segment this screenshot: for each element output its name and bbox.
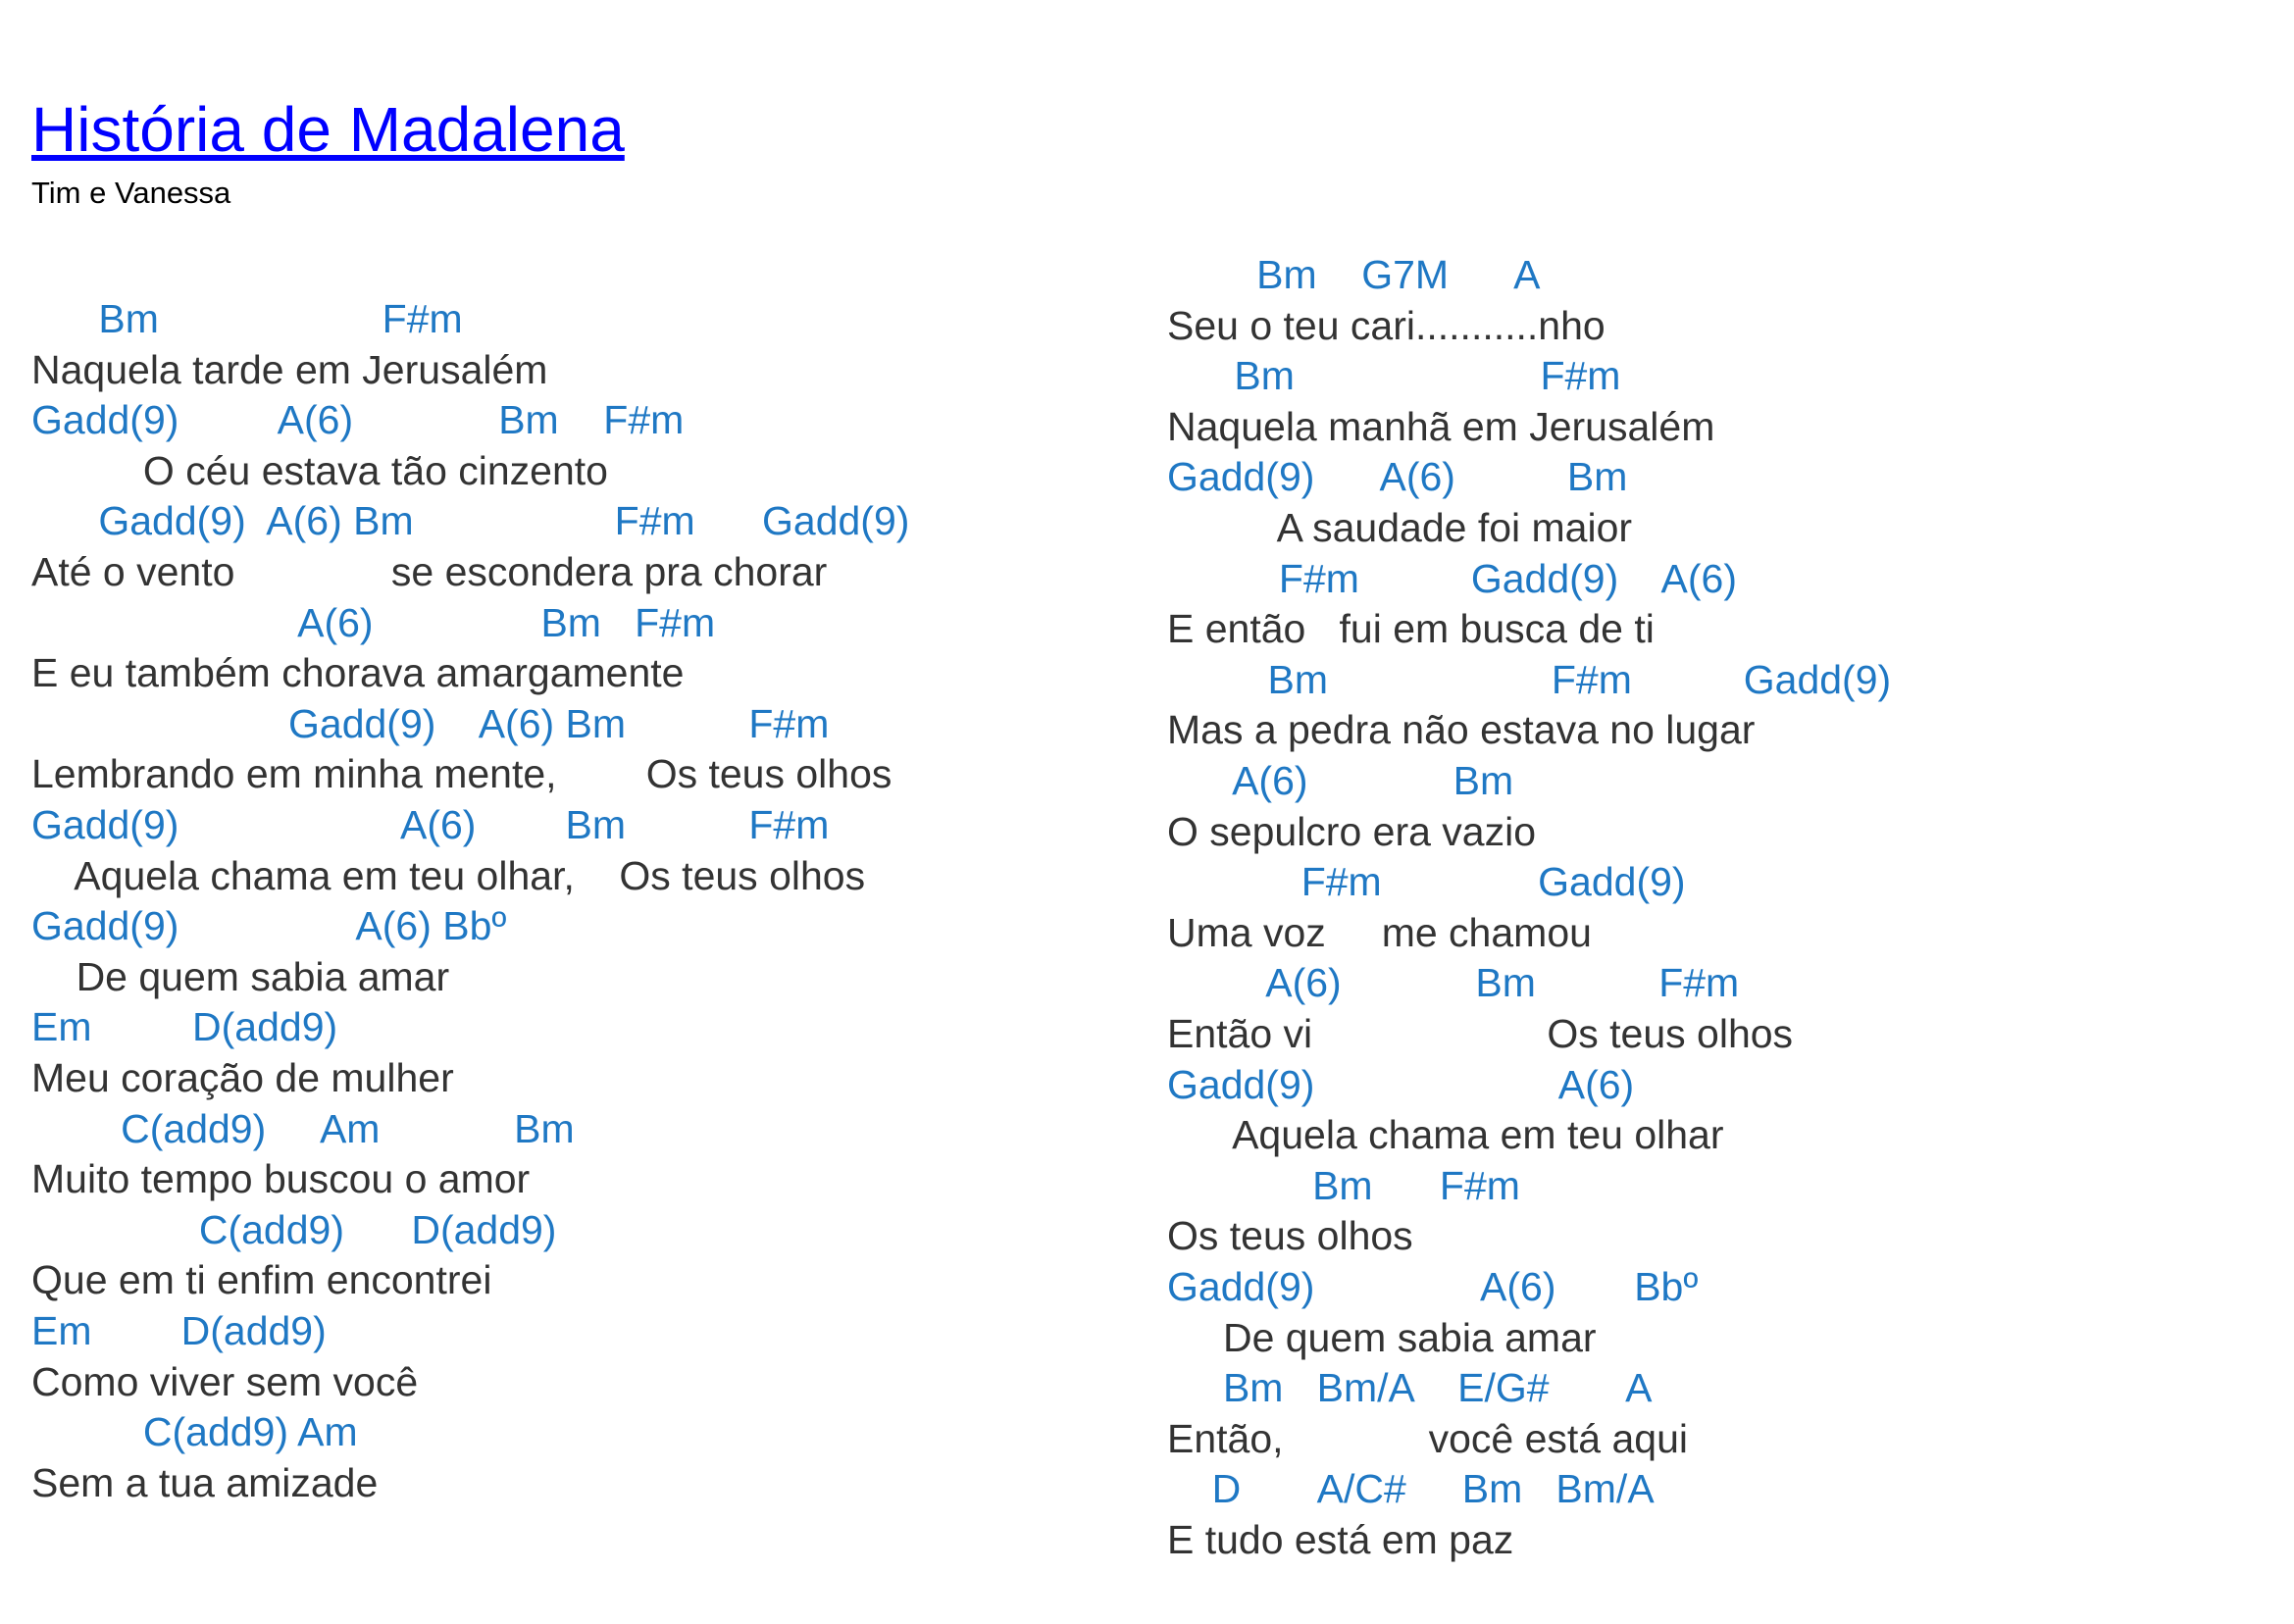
lyric-line: Muito tempo buscou o amor: [31, 1156, 531, 1202]
lyric-line: Meu coração de mulher: [31, 1055, 454, 1100]
chord-line: C(add9) D(add9): [31, 1206, 557, 1252]
lyric-line: Lembrando em minha mente, Os teus olhos: [31, 751, 892, 797]
lyric-line: E então fui em busca de ti: [1167, 606, 1655, 652]
lyric-line: E eu também chorava amargamente: [31, 650, 685, 696]
lyric-line: Os teus olhos: [1167, 1213, 1413, 1259]
lyric-line: Seu o teu cari...........nho: [1167, 302, 1606, 348]
artist-name: Tim e Vanessa: [31, 176, 231, 210]
chord-line: Gadd(9) A(6) Bm F#m: [31, 397, 685, 443]
chord-line: F#m Gadd(9) A(6): [1167, 555, 1737, 601]
chord-line: Gadd(9) A(6) Bm F#m: [31, 802, 830, 847]
chord-line: Gadd(9) A(6) Bm F#m: [31, 700, 830, 746]
song-title[interactable]: História de Madalena: [31, 94, 625, 165]
chord-line: Gadd(9) A(6) Bm F#m Gadd(9): [31, 498, 910, 544]
chord-line: D A/C# Bm Bm/A: [1167, 1466, 1655, 1512]
chord-line: A(6) Bm F#m: [31, 599, 716, 645]
lyric-line: O céu estava tão cinzento: [31, 447, 608, 493]
lyric-line: Naquela manhã em Jerusalém: [1167, 403, 1715, 449]
chord-line: A(6) Bm F#m: [1167, 960, 1740, 1006]
chord-line: A(6) Bm: [1167, 758, 1514, 803]
lyric-line: De quem sabia amar: [1167, 1314, 1597, 1360]
chord-line: Em D(add9): [31, 1308, 327, 1353]
lyric-line: Aquela chama em teu olhar: [1167, 1112, 1724, 1158]
chord-line: Bm F#m Gadd(9): [1167, 656, 1892, 702]
lyric-line: Até o vento se escondera pra chorar: [31, 549, 828, 594]
chord-line: Gadd(9) A(6) Bbº: [1167, 1264, 1699, 1309]
lyric-line: Como viver sem você: [31, 1358, 419, 1404]
chord-line: Gadd(9) A(6): [1167, 1061, 1635, 1107]
chord-line: Gadd(9) A(6) Bm: [1167, 454, 1628, 500]
chord-line: Gadd(9) A(6) Bbº: [31, 903, 507, 949]
chord-line: Bm G7M A: [1167, 252, 1541, 297]
lyric-line: E tudo está em paz: [1167, 1517, 1514, 1562]
lyric-line: O sepulcro era vazio: [1167, 808, 1537, 854]
chord-line: Bm F#m: [1167, 1162, 1520, 1208]
chord-line: Bm F#m: [31, 296, 463, 341]
lyric-line: Sem a tua amizade: [31, 1459, 379, 1505]
chord-line: C(add9) Am Bm: [31, 1105, 575, 1151]
lyric-line: Naquela tarde em Jerusalém: [31, 346, 548, 392]
lyric-line: Que em ti enfim encontrei: [31, 1257, 492, 1303]
chord-line: Bm F#m: [1167, 353, 1621, 399]
lyric-line: Aquela chama em teu olhar, Os teus olhos: [31, 852, 866, 898]
chord-line: Bm Bm/A E/G# A: [1167, 1365, 1653, 1411]
chord-line: Em D(add9): [31, 1004, 338, 1050]
lyric-line: Então vi Os teus olhos: [1167, 1011, 1794, 1056]
lyric-line: Uma voz me chamou: [1167, 909, 1592, 955]
lyric-line: Mas a pedra não estava no lugar: [1167, 707, 1756, 753]
lyric-line: Então, você está aqui: [1167, 1415, 1689, 1461]
chord-line: C(add9) Am: [31, 1409, 358, 1455]
lyric-line: De quem sabia amar: [31, 953, 450, 999]
lyric-line: A saudade foi maior: [1167, 505, 1633, 550]
chord-line: F#m Gadd(9): [1167, 859, 1686, 905]
